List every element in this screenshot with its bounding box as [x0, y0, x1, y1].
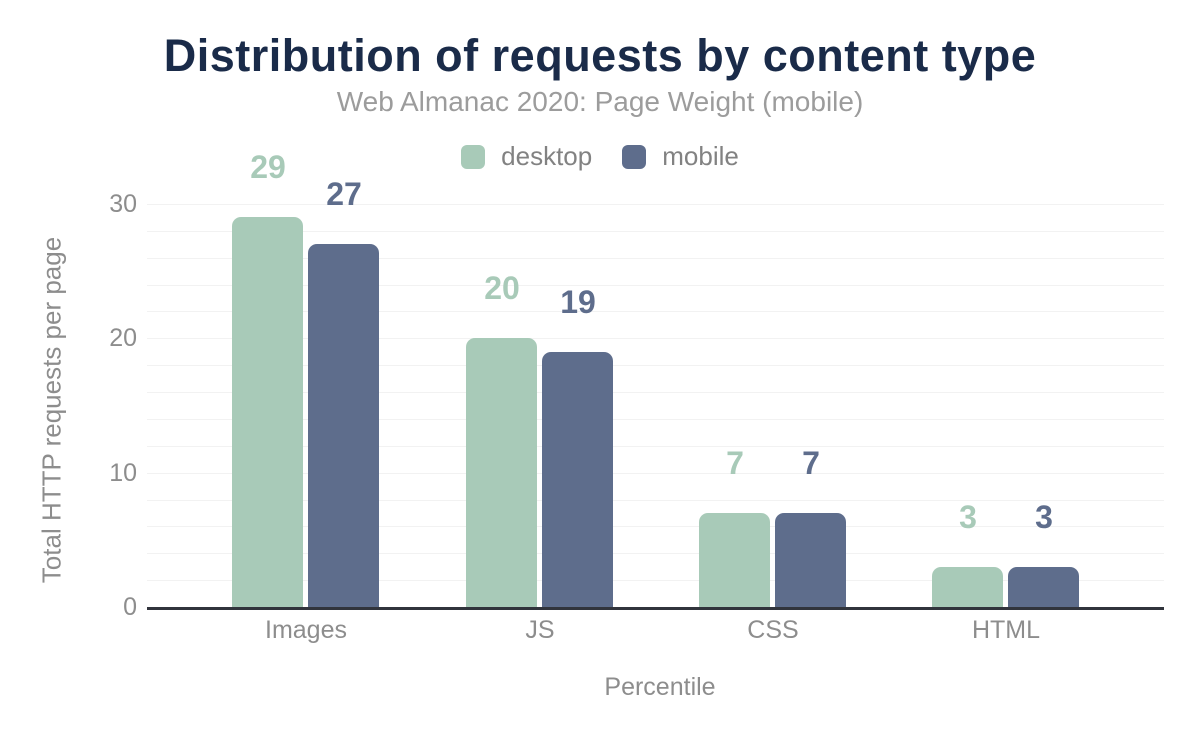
bar-desktop-css[interactable] [699, 513, 770, 607]
bar-value-label: 3 [959, 499, 977, 535]
category-label-js: JS [525, 616, 555, 644]
bar-mobile-html[interactable] [1008, 567, 1079, 607]
gridline [147, 258, 1164, 259]
bar-desktop-images[interactable] [232, 217, 303, 607]
legend-label-mobile: mobile [662, 141, 739, 171]
gridline [147, 580, 1164, 581]
gridline [147, 526, 1164, 527]
bar-mobile-js[interactable] [542, 352, 613, 607]
gridline [147, 553, 1164, 554]
x-axis-title: Percentile [604, 673, 716, 701]
gridline [147, 231, 1164, 232]
desktop-series-swatch-icon [461, 144, 486, 169]
y-tick-label: 20 [109, 324, 137, 352]
bar-desktop-js[interactable] [466, 338, 537, 607]
legend-item-desktop[interactable]: desktop [461, 141, 592, 172]
y-tick-label: 30 [109, 190, 137, 218]
gridline [147, 500, 1164, 501]
bar-value-label: 3 [1035, 499, 1053, 535]
bar-value-label: 19 [560, 284, 596, 320]
category-label-images: Images [265, 616, 347, 644]
gridline [147, 311, 1164, 312]
bar-value-label: 29 [250, 149, 286, 185]
bar-mobile-css[interactable] [775, 513, 846, 607]
gridline [147, 204, 1164, 205]
legend-label-desktop: desktop [501, 141, 593, 171]
bar-value-label: 7 [802, 445, 820, 481]
category-label-css: CSS [747, 616, 799, 644]
bar-value-label: 27 [326, 176, 362, 212]
chart-title: Distribution of requests by content type [163, 30, 1037, 81]
x-axis-line [147, 607, 1164, 610]
chart-subtitle: Web Almanac 2020: Page Weight (mobile) [336, 86, 864, 117]
mobile-series-swatch-icon [622, 144, 647, 169]
bar-value-label: 7 [726, 445, 744, 481]
gridline [147, 285, 1164, 286]
y-tick-label: 0 [123, 593, 137, 621]
gridline [147, 446, 1164, 447]
gridline [147, 392, 1164, 393]
bar-value-label: 20 [484, 270, 520, 306]
gridline [147, 473, 1164, 474]
category-label-html: HTML [971, 616, 1041, 644]
y-axis-title: Total HTTP requests per page [36, 236, 67, 584]
gridline [147, 419, 1164, 420]
bar-mobile-images[interactable] [308, 244, 379, 607]
y-tick-label: 10 [109, 459, 137, 487]
bar-desktop-html[interactable] [932, 567, 1003, 607]
gridline [147, 365, 1164, 366]
legend-item-mobile[interactable]: mobile [622, 141, 739, 172]
legend: desktop mobile [0, 141, 1200, 172]
gridline [147, 338, 1164, 339]
